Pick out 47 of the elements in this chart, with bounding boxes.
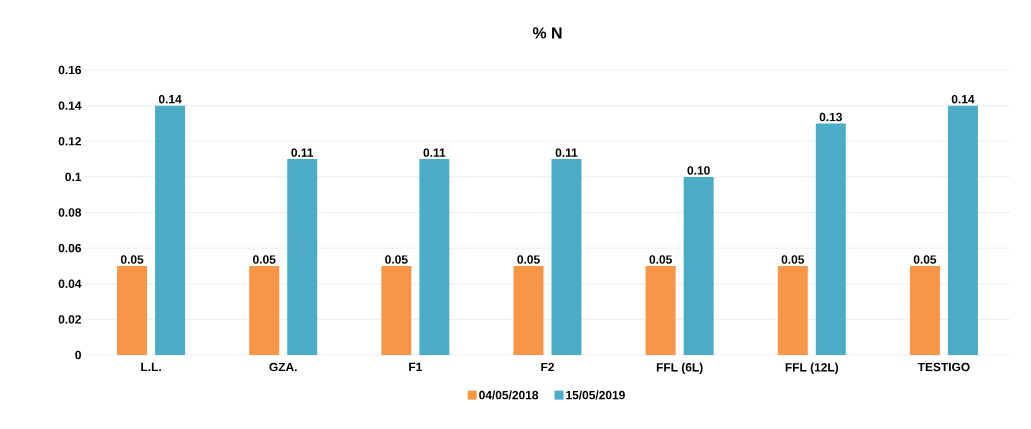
bar: [815, 123, 846, 355]
data-label: 0.05: [913, 255, 937, 264]
y-tick-label: 0: [75, 350, 81, 360]
data-label: 0.11: [291, 148, 314, 157]
bar: [947, 105, 978, 355]
x-tick-label: F2: [541, 362, 554, 372]
bar: [551, 159, 582, 355]
legend-label: 15/05/2019: [566, 390, 625, 400]
data-label: 0.11: [423, 148, 446, 157]
x-tick-label: FFL (6L): [656, 362, 703, 374]
data-label: 0.05: [120, 255, 144, 264]
bar: [909, 265, 940, 355]
y-tick-label: 0.06: [58, 243, 82, 253]
bar: [381, 265, 412, 355]
data-label: 0.14: [158, 94, 182, 104]
data-label: 0.05: [253, 255, 276, 264]
data-label: 0.14: [951, 94, 975, 104]
y-tick-label: 0.12: [58, 137, 81, 146]
y-tick-label: 0.16: [58, 65, 82, 75]
x-tick-label: F1: [409, 362, 422, 371]
x-tick-label: TESTIGO: [917, 362, 970, 372]
x-tick-label: FFL (12L): [785, 362, 839, 374]
bar: [117, 265, 148, 355]
chart-title: % N: [532, 27, 562, 39]
data-label: 0.10: [687, 166, 710, 175]
bar: [777, 265, 808, 355]
y-tick-label: 0.14: [58, 101, 82, 110]
data-label: 0.11: [555, 148, 578, 157]
legend-label: 04/05/2018: [479, 390, 539, 400]
bar: [249, 265, 280, 355]
x-tick-label: L.L.: [141, 362, 161, 371]
y-tick-label: 0.1: [65, 172, 82, 182]
data-label: 0.05: [517, 255, 540, 264]
bar: [645, 265, 676, 355]
data-label: 0.13: [819, 112, 842, 122]
x-tick-label: GZA.: [269, 362, 297, 372]
data-label: 0.05: [649, 255, 672, 264]
bar: [419, 159, 450, 355]
bar: [287, 159, 318, 355]
y-tick-label: 0.02: [58, 315, 81, 324]
bar: [683, 176, 714, 355]
data-label: 0.05: [781, 255, 805, 264]
bar: [513, 265, 544, 355]
y-tick-label: 0.04: [58, 279, 82, 288]
y-tick-label: 0.08: [58, 208, 82, 217]
data-label: 0.05: [385, 255, 408, 264]
bar: [155, 105, 186, 355]
